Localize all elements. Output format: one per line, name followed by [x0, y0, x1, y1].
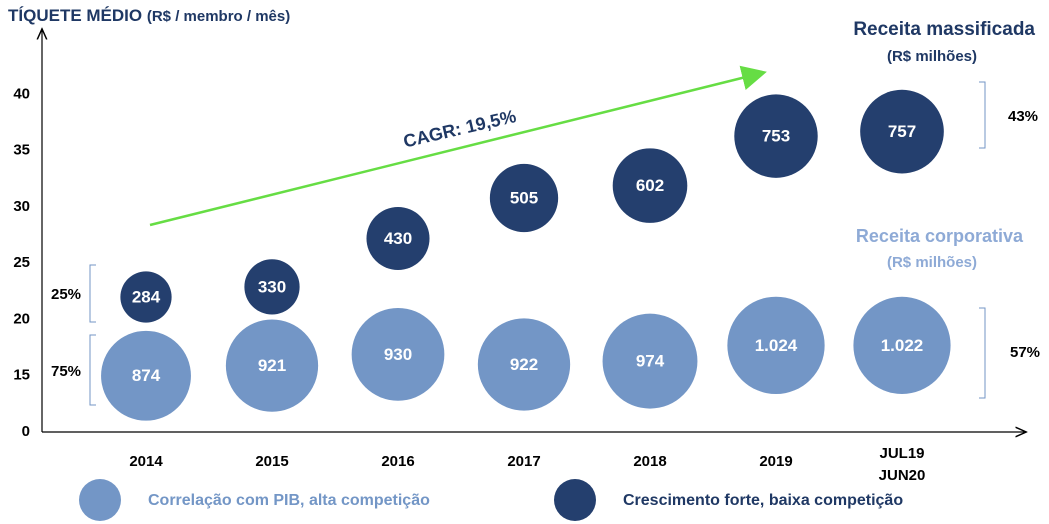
bubble-label: 753 [762, 127, 790, 146]
brackets [89, 81, 986, 406]
bubble-label: 874 [132, 366, 161, 385]
bubble [244, 259, 300, 315]
bubble-label: 284 [132, 287, 161, 306]
x-tick-label: 2018 [633, 453, 666, 470]
bubble [366, 206, 430, 271]
series-unit: (R$ milhões) [887, 48, 977, 65]
bubble-label: 922 [510, 355, 538, 374]
x-tick-label: 2015 [255, 453, 288, 470]
y-tick-label: 20 [13, 310, 30, 327]
share-label: 43% [1008, 108, 1038, 125]
y-tick-label: 15 [13, 367, 30, 384]
subtitle: (R$ / membro / mês) [147, 8, 290, 25]
cagr-label: CAGR: 19,5% [401, 106, 518, 151]
share-label: 25% [51, 286, 81, 303]
x-tick-label: 2019 [759, 453, 792, 470]
legend-marker [554, 479, 596, 521]
y-tick-label: 35 [13, 142, 30, 159]
bubble [225, 319, 319, 412]
series-unit: (R$ milhões) [887, 254, 977, 271]
bubble [860, 89, 944, 174]
bubble-label: 974 [636, 352, 665, 371]
bubble-label: 757 [888, 122, 916, 141]
legend-marker [79, 479, 121, 521]
x-tick-label: 2017 [507, 453, 540, 470]
bubble-label: 430 [384, 229, 412, 248]
cagr-arrow [149, 65, 767, 227]
bubble-label: 1.022 [881, 336, 924, 355]
bubble [602, 313, 698, 409]
bubble-label: 330 [258, 277, 286, 296]
series-label: Receita massificada [853, 19, 1035, 40]
bubble-label: 921 [258, 356, 286, 375]
bubble [351, 308, 445, 401]
title: TÍQUETE MÉDIO [8, 6, 142, 25]
share-label: 57% [1010, 344, 1040, 361]
bubble [477, 318, 571, 411]
series-label: Receita corporativa [856, 226, 1024, 246]
y-tick-label: 40 [13, 85, 30, 102]
y-tick-label: 30 [13, 198, 30, 215]
bubble-label: 505 [510, 188, 538, 207]
bubble [120, 271, 172, 323]
bubble [727, 296, 825, 395]
legend-label: Crescimento forte, baixa competição [623, 492, 903, 509]
y-tick-label: 25 [13, 254, 30, 271]
bubble-label: 1.024 [755, 336, 798, 355]
bubble [101, 330, 191, 421]
y-tick-label: 0 [22, 423, 30, 440]
x-tick-label: 2014 [129, 453, 163, 470]
bubble [489, 163, 559, 233]
bubble [734, 94, 818, 178]
x-tick-label: 2016 [381, 453, 414, 470]
legend-label: Correlação com PIB, alta competição [148, 492, 430, 509]
bubble-label: 930 [384, 345, 412, 364]
x-tick-label: JUL19 JUN20 [879, 445, 926, 484]
share-label: 75% [51, 363, 81, 380]
bubble [853, 296, 951, 394]
chart-title: TÍQUETE MÉDIO (R$ / membro / mês) [8, 6, 290, 25]
bubble-label: 602 [636, 176, 664, 195]
bubble [612, 148, 688, 223]
